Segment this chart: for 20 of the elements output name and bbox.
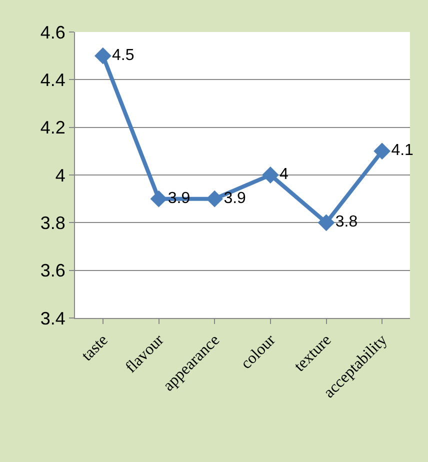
y-tick-label: 3.4: [40, 308, 66, 328]
data-label: 3.8: [335, 214, 358, 231]
data-label: 4.5: [112, 46, 134, 64]
y-tick-label: 4.2: [40, 118, 66, 138]
data-label: 3.9: [224, 190, 246, 207]
y-tick-label: 4: [55, 165, 66, 186]
point: [262, 166, 279, 184]
point: [374, 142, 391, 160]
y-tick-label: 3.8: [40, 212, 66, 233]
data-label: 3.9: [168, 190, 190, 207]
point: [150, 190, 168, 208]
point: [206, 190, 224, 208]
point: [318, 214, 335, 232]
y-tick-label: 4.4: [40, 70, 66, 90]
point: [94, 47, 112, 64]
data-label: 4: [280, 166, 289, 183]
x-tick-label: taste: [78, 332, 112, 364]
y-tick-label: 4.6: [40, 22, 66, 42]
data-label: 4.1: [391, 142, 414, 160]
y-tick-label: 3.6: [40, 260, 66, 281]
